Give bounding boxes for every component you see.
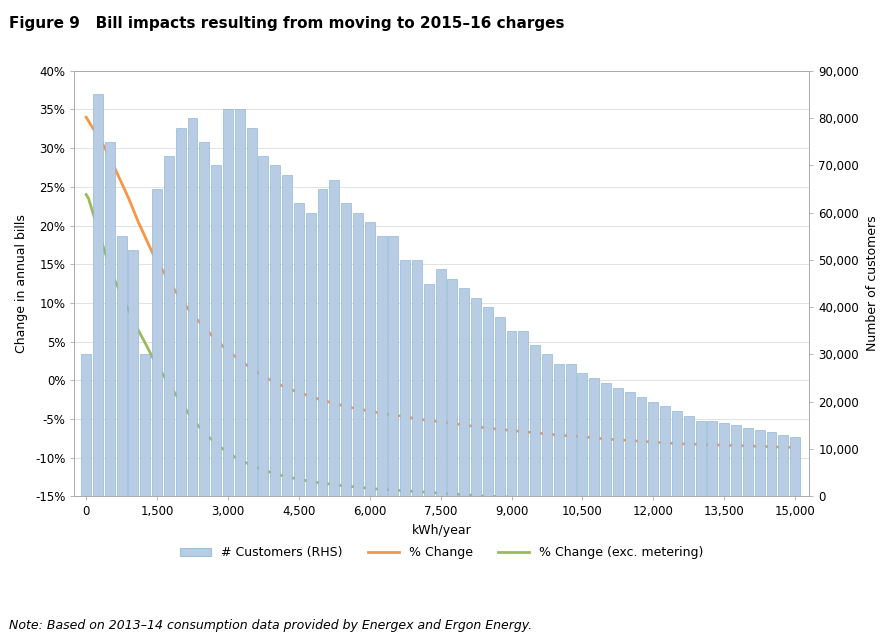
- Bar: [731, 425, 741, 496]
- Bar: [342, 203, 351, 496]
- Bar: [412, 260, 422, 496]
- Bar: [294, 203, 304, 496]
- Bar: [435, 269, 445, 496]
- Text: Note: Based on 2013–14 consumption data provided by Energex and Ergon Energy.: Note: Based on 2013–14 consumption data …: [9, 619, 532, 632]
- Bar: [365, 222, 375, 496]
- Y-axis label: Change in annual bills: Change in annual bills: [15, 214, 28, 353]
- Bar: [578, 373, 587, 496]
- Bar: [247, 128, 257, 496]
- Bar: [530, 345, 540, 496]
- Bar: [105, 142, 114, 496]
- Bar: [140, 354, 150, 496]
- Bar: [672, 411, 682, 496]
- Bar: [353, 213, 363, 496]
- Text: Figure 9   Bill impacts resulting from moving to 2015–16 charges: Figure 9 Bill impacts resulting from mov…: [9, 16, 564, 31]
- Bar: [553, 364, 564, 496]
- Bar: [766, 432, 776, 496]
- Bar: [696, 420, 705, 496]
- Bar: [790, 437, 800, 496]
- Bar: [507, 331, 517, 496]
- Bar: [613, 387, 623, 496]
- Bar: [164, 156, 173, 496]
- Bar: [601, 383, 611, 496]
- Bar: [720, 423, 730, 496]
- Bar: [152, 189, 162, 496]
- Bar: [199, 142, 209, 496]
- Bar: [317, 189, 327, 496]
- Bar: [589, 378, 599, 496]
- Bar: [81, 354, 91, 496]
- Bar: [743, 428, 753, 496]
- Bar: [684, 416, 694, 496]
- Bar: [235, 109, 245, 496]
- Bar: [223, 109, 233, 496]
- Bar: [401, 260, 410, 496]
- Bar: [129, 250, 139, 496]
- Bar: [448, 279, 458, 496]
- Bar: [648, 402, 658, 496]
- Bar: [176, 128, 186, 496]
- Bar: [707, 420, 717, 496]
- Bar: [494, 317, 505, 496]
- Y-axis label: Number of customers: Number of customers: [866, 216, 879, 351]
- Bar: [625, 392, 635, 496]
- Bar: [376, 236, 386, 496]
- Bar: [471, 298, 481, 496]
- Legend: # Customers (RHS), % Change, % Change (exc. metering): # Customers (RHS), % Change, % Change (e…: [175, 542, 709, 565]
- Bar: [388, 236, 399, 496]
- Bar: [258, 156, 268, 496]
- Bar: [660, 406, 670, 496]
- Bar: [116, 236, 127, 496]
- Bar: [270, 165, 280, 496]
- Bar: [93, 95, 103, 496]
- Bar: [306, 213, 316, 496]
- Bar: [460, 288, 469, 496]
- Bar: [566, 364, 576, 496]
- Bar: [637, 397, 646, 496]
- Bar: [519, 331, 528, 496]
- Bar: [211, 165, 221, 496]
- X-axis label: kWh/year: kWh/year: [412, 524, 472, 537]
- Bar: [329, 180, 339, 496]
- Bar: [542, 354, 552, 496]
- Bar: [188, 118, 198, 496]
- Bar: [755, 430, 764, 496]
- Bar: [283, 175, 292, 496]
- Bar: [483, 307, 493, 496]
- Bar: [779, 435, 789, 496]
- Bar: [424, 283, 434, 496]
